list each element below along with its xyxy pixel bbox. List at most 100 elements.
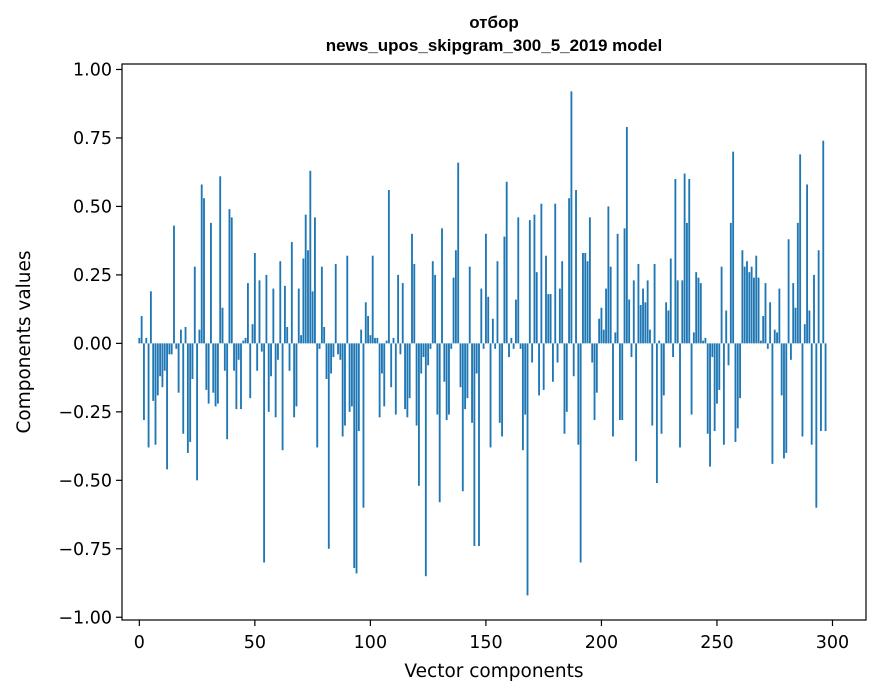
bar: [568, 198, 571, 344]
bar: [413, 263, 416, 344]
bar: [586, 261, 589, 344]
x-axis-label: Vector components: [404, 661, 583, 682]
bar: [387, 189, 390, 344]
bar: [256, 343, 259, 371]
bar: [438, 343, 441, 503]
y-tick-label: 0.50: [73, 197, 112, 217]
bar: [434, 274, 437, 344]
bar: [332, 343, 335, 358]
bar: [642, 288, 644, 344]
bar: [450, 343, 453, 349]
bar: [561, 261, 564, 344]
bar: [676, 280, 679, 344]
bar: [156, 343, 159, 396]
bar: [346, 255, 349, 344]
bar: [699, 283, 702, 344]
bar: [376, 337, 379, 344]
bar: [732, 151, 735, 344]
bar: [468, 266, 471, 344]
bar: [378, 343, 381, 418]
y-axis-label: Components values: [14, 250, 35, 433]
y-tick-label: 0.75: [73, 129, 112, 149]
bar: [258, 280, 261, 344]
bar: [547, 294, 550, 344]
bar: [487, 296, 490, 344]
bar: [441, 228, 443, 344]
bar: [565, 343, 568, 412]
bar: [598, 318, 601, 344]
bar: [242, 340, 245, 344]
bar: [360, 329, 363, 344]
bar: [216, 343, 219, 404]
bar: [478, 343, 480, 547]
bar: [404, 343, 406, 410]
bar: [283, 285, 286, 344]
bar: [579, 343, 582, 563]
bar: [452, 277, 455, 344]
bar: [482, 343, 485, 349]
bar: [390, 343, 393, 388]
bar: [454, 250, 457, 344]
bar: [302, 258, 305, 344]
bar: [184, 326, 187, 344]
bar: [226, 343, 229, 440]
bar: [253, 252, 256, 344]
bar: [660, 343, 663, 434]
bar: [524, 343, 527, 415]
bar: [538, 343, 540, 396]
bar: [330, 343, 333, 374]
bar: [251, 324, 254, 344]
bar: [607, 206, 610, 344]
bar: [374, 337, 376, 344]
bar: [334, 263, 337, 344]
bar: [325, 343, 328, 379]
bar: [318, 343, 321, 349]
bar: [244, 337, 247, 344]
bar: [191, 343, 194, 379]
y-tick-label: 0.25: [73, 266, 112, 286]
bar: [577, 343, 580, 445]
x-tick-label: 250: [700, 633, 733, 653]
bar: [637, 263, 640, 344]
bar: [612, 343, 614, 437]
bar: [545, 255, 547, 344]
y-axis-ticks: −1.00 −0.75 −0.50 −0.25 0.00 0.25 0.50 0.75 1.00: [58, 60, 122, 628]
bar: [639, 305, 642, 344]
bar: [702, 340, 705, 344]
bar: [658, 340, 661, 344]
bar: [625, 127, 628, 344]
bar: [475, 343, 478, 374]
bar: [505, 181, 508, 344]
bar: [512, 343, 515, 349]
bar: [588, 217, 591, 344]
bar: [729, 222, 732, 344]
bar: [753, 277, 755, 344]
bar: [508, 343, 510, 358]
bar: [792, 283, 795, 344]
bar: [695, 272, 698, 344]
bar: [323, 326, 326, 344]
bar: [362, 343, 365, 508]
bar: [736, 343, 739, 429]
bars-group: [138, 91, 827, 596]
bar: [741, 250, 744, 344]
bar: [776, 332, 778, 344]
bar: [459, 343, 462, 388]
chart-title-line-2: news_upos_skipgram_300_5_2019 model: [326, 36, 662, 55]
bar: [350, 343, 353, 407]
bar: [572, 343, 575, 377]
bar: [653, 263, 656, 344]
bar: [621, 343, 624, 421]
bar: [722, 343, 725, 445]
bar: [519, 343, 522, 349]
bar: [734, 343, 737, 442]
bar: [554, 203, 557, 344]
bar: [290, 242, 293, 344]
bar: [341, 343, 344, 437]
bar: [406, 343, 409, 418]
bar: [510, 337, 513, 344]
bar: [461, 343, 464, 492]
y-tick-label: −1.00: [58, 608, 112, 628]
x-tick-label: 0: [134, 633, 145, 653]
